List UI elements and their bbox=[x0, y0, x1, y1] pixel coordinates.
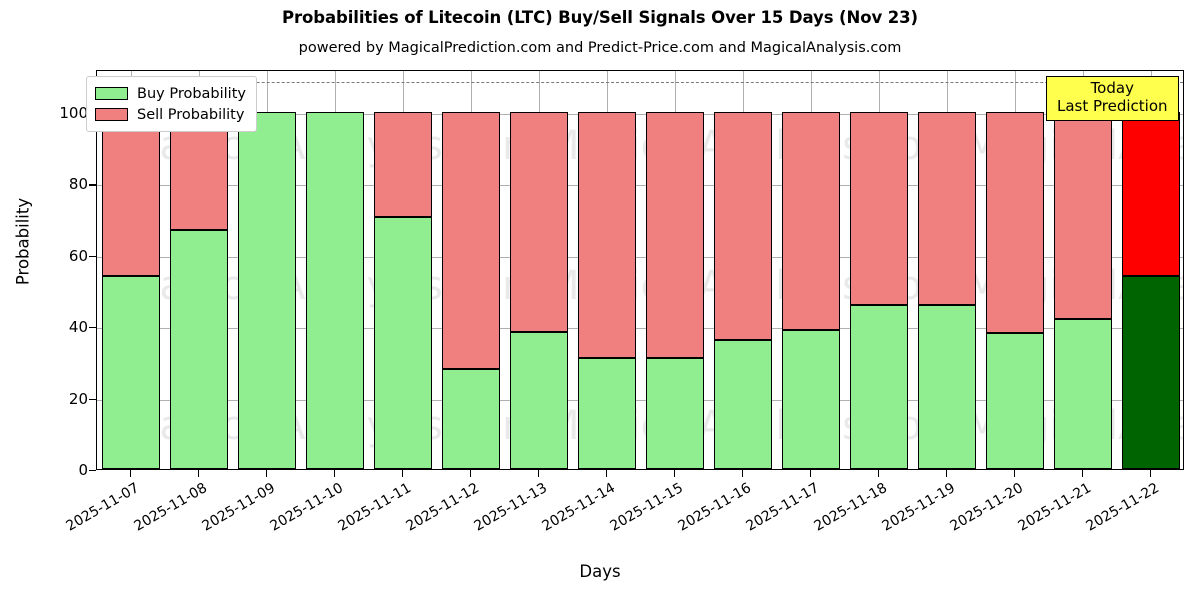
bar-group bbox=[577, 71, 637, 469]
bar-segment-buy bbox=[101, 276, 161, 469]
y-tick-mark-0 bbox=[89, 470, 96, 472]
bar-group bbox=[237, 71, 297, 469]
x-tick-mark-11 bbox=[878, 470, 880, 477]
gridline-y-20 bbox=[97, 399, 1183, 401]
gridline-y-80 bbox=[97, 185, 1183, 187]
bar-group bbox=[713, 71, 773, 469]
x-tick-mark-15 bbox=[1150, 470, 1152, 477]
bar-segment-sell bbox=[1053, 111, 1113, 319]
bar-segment-buy bbox=[305, 111, 365, 469]
x-axis-ticks: 2025-11-07 2025-11-08 2025-11-09 2025-11-10… bbox=[64, 470, 1184, 580]
x-tick-mark-14 bbox=[1082, 470, 1084, 477]
legend-swatch-sell bbox=[95, 108, 128, 121]
bar-group bbox=[1121, 71, 1181, 469]
bar-segment-buy bbox=[169, 229, 229, 469]
bar-segment-sell bbox=[101, 111, 161, 277]
y-tick-mark-40 bbox=[89, 327, 96, 329]
today-annotation: Today Last Prediction bbox=[1046, 76, 1179, 122]
chart-legend: Buy Probability Sell Probability bbox=[86, 76, 257, 132]
x-axis-label: Days bbox=[579, 562, 621, 581]
x-tick-mark-6 bbox=[538, 470, 540, 477]
bar-segment-sell bbox=[781, 111, 841, 330]
bar-segment-buy bbox=[1121, 276, 1181, 469]
bar-group bbox=[101, 71, 161, 469]
bar-group bbox=[169, 71, 229, 469]
bar-segment-buy bbox=[509, 331, 569, 469]
chart-title: Probabilities of Litecoin (LTC) Buy/Sell… bbox=[282, 8, 918, 27]
threshold-dashed-line bbox=[97, 81, 1183, 83]
bar-segment-buy bbox=[441, 369, 501, 469]
bar-segment-buy bbox=[985, 333, 1045, 469]
bar-segment-sell bbox=[1121, 111, 1181, 277]
bar-segment-sell bbox=[849, 111, 909, 305]
plot-area: MagicalAnalysis.comMagicalAnalysis.comMa… bbox=[96, 70, 1184, 470]
bar-segment-sell bbox=[713, 111, 773, 341]
bar-segment-buy bbox=[645, 358, 705, 469]
bar-group bbox=[849, 71, 909, 469]
gridline-y-100 bbox=[97, 113, 1183, 115]
chart-subtitle: powered by MagicalPrediction.com and Pre… bbox=[298, 40, 902, 56]
bar-segment-sell bbox=[509, 111, 569, 332]
legend-item-sell: Sell Probability bbox=[95, 104, 246, 125]
bar-segment-buy bbox=[373, 217, 433, 469]
y-tick-label-20: 20 bbox=[68, 389, 88, 408]
bar-segment-buy bbox=[1053, 319, 1113, 469]
x-tick-mark-10 bbox=[810, 470, 812, 477]
legend-item-buy: Buy Probability bbox=[95, 83, 246, 104]
y-tick-mark-60 bbox=[89, 255, 96, 257]
x-tick-mark-7 bbox=[606, 470, 608, 477]
gridline-y-40 bbox=[97, 328, 1183, 330]
bar-group bbox=[917, 71, 977, 469]
bar-group bbox=[645, 71, 705, 469]
y-tick-label-40: 40 bbox=[68, 318, 88, 337]
y-tick-label-60: 60 bbox=[68, 246, 88, 265]
x-tick-mark-0 bbox=[130, 470, 132, 477]
bar-segment-sell bbox=[441, 111, 501, 369]
y-tick-label-0: 0 bbox=[78, 461, 88, 479]
bar-segment-sell bbox=[645, 111, 705, 359]
bar-group bbox=[985, 71, 1045, 469]
bar-group bbox=[1053, 71, 1113, 469]
legend-swatch-buy bbox=[95, 87, 128, 100]
x-tick-mark-8 bbox=[674, 470, 676, 477]
today-annotation-line2: Last Prediction bbox=[1057, 96, 1168, 115]
bar-segment-sell bbox=[917, 111, 977, 305]
bar-group bbox=[373, 71, 433, 469]
bar-segment-sell bbox=[985, 111, 1045, 334]
gridline-y-60 bbox=[97, 256, 1183, 258]
bar-segment-sell bbox=[577, 111, 637, 359]
x-tick-mark-1 bbox=[198, 470, 200, 477]
x-tick-mark-5 bbox=[470, 470, 472, 477]
bar-segment-buy bbox=[781, 329, 841, 469]
bar-segment-buy bbox=[713, 340, 773, 469]
bar-group bbox=[441, 71, 501, 469]
legend-label-buy: Buy Probability bbox=[137, 85, 246, 102]
x-tick-mark-12 bbox=[946, 470, 948, 477]
bar-segment-buy bbox=[849, 304, 909, 469]
bar-group bbox=[305, 71, 365, 469]
y-axis-ticks: 0 20 40 60 80 100 bbox=[0, 70, 96, 479]
y-axis-label: Probability bbox=[13, 197, 33, 286]
bar-segment-sell bbox=[373, 111, 433, 218]
y-tick-mark-80 bbox=[89, 184, 96, 186]
x-tick-mark-3 bbox=[334, 470, 336, 477]
bar-segment-buy bbox=[237, 111, 297, 469]
x-tick-mark-4 bbox=[402, 470, 404, 477]
y-tick-label-80: 80 bbox=[68, 175, 88, 194]
x-tick-mark-2 bbox=[266, 470, 268, 477]
legend-label-sell: Sell Probability bbox=[137, 106, 245, 123]
bar-segment-buy bbox=[577, 358, 637, 469]
bar-segment-buy bbox=[917, 304, 977, 469]
x-tick-mark-13 bbox=[1014, 470, 1016, 477]
bar-group bbox=[781, 71, 841, 469]
today-annotation-line1: Today bbox=[1090, 79, 1134, 97]
y-tick-label-100: 100 bbox=[59, 103, 88, 122]
y-tick-mark-20 bbox=[89, 398, 96, 400]
x-tick-mark-9 bbox=[742, 470, 744, 477]
bar-group bbox=[509, 71, 569, 469]
